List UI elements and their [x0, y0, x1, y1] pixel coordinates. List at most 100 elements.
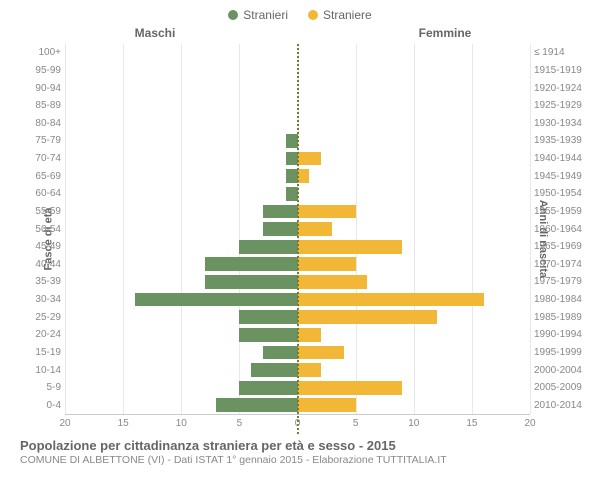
age-label: 90-94: [25, 83, 61, 94]
legend-dot-male: [228, 10, 238, 20]
x-tick-label: 20: [59, 418, 70, 429]
male-bar-container: [65, 344, 298, 362]
male-bar: [263, 346, 298, 360]
birth-year-label: 1925-1929: [534, 100, 586, 111]
age-label: 5-9: [25, 382, 61, 393]
x-tick-label: 10: [176, 418, 187, 429]
legend-label-female: Straniere: [323, 8, 372, 22]
male-bar: [239, 240, 297, 254]
male-bar-container: [65, 291, 298, 309]
female-bar-container: [298, 291, 531, 309]
female-bar-container: [298, 326, 531, 344]
age-label: 75-79: [25, 135, 61, 146]
captions: Popolazione per cittadinanza straniera p…: [20, 438, 580, 466]
male-bar-container: [65, 167, 298, 185]
female-bar-container: [298, 132, 531, 150]
female-bar-container: [298, 79, 531, 97]
female-bar: [298, 152, 321, 166]
birth-year-label: 1985-1989: [534, 312, 586, 323]
male-bar-container: [65, 273, 298, 291]
birth-year-label: 1995-1999: [534, 347, 586, 358]
female-bar: [298, 205, 356, 219]
male-bar-container: [65, 62, 298, 80]
female-bar: [298, 257, 356, 271]
legend-item-male: Stranieri: [228, 8, 288, 22]
age-label: 80-84: [25, 118, 61, 129]
female-bar: [298, 240, 403, 254]
birth-year-label: 1915-1919: [534, 65, 586, 76]
age-label: 100+: [25, 47, 61, 58]
age-label: 35-39: [25, 276, 61, 287]
x-tick-label: 20: [524, 418, 535, 429]
female-bar-container: [298, 185, 531, 203]
x-tick-label: 15: [118, 418, 129, 429]
male-bar-container: [65, 44, 298, 62]
age-label: 95-99: [25, 65, 61, 76]
x-axis-line: [65, 414, 530, 415]
female-bar: [298, 363, 321, 377]
column-headers: Maschi Femmine: [10, 26, 590, 42]
male-bar-container: [65, 132, 298, 150]
header-male: Maschi: [10, 26, 300, 40]
birth-year-label: 1935-1939: [534, 135, 586, 146]
birth-year-label: 1945-1949: [534, 171, 586, 182]
male-bar: [239, 328, 297, 342]
chart-subtitle: COMUNE DI ALBETTONE (VI) - Dati ISTAT 1°…: [20, 454, 580, 466]
male-bar: [239, 310, 297, 324]
population-pyramid-chart: Stranieri Straniere Maschi Femmine Fasce…: [0, 0, 600, 500]
female-bar-container: [298, 44, 531, 62]
birth-year-label: 1980-1984: [534, 294, 586, 305]
male-bar: [263, 222, 298, 236]
age-label: 85-89: [25, 100, 61, 111]
male-bar: [239, 381, 297, 395]
male-bar: [205, 275, 298, 289]
male-bar-container: [65, 308, 298, 326]
male-bar: [263, 205, 298, 219]
x-tick-label: 15: [466, 418, 477, 429]
female-bar-container: [298, 273, 531, 291]
birth-year-label: 1965-1969: [534, 241, 586, 252]
male-bar-container: [65, 115, 298, 133]
female-bar: [298, 398, 356, 412]
legend-dot-female: [308, 10, 318, 20]
x-tick-label: 0: [295, 418, 301, 429]
birth-year-label: 1970-1974: [534, 259, 586, 270]
age-label: 30-34: [25, 294, 61, 305]
header-female: Femmine: [300, 26, 590, 40]
male-bar: [135, 293, 298, 307]
male-bar-container: [65, 185, 298, 203]
birth-year-label: 1975-1979: [534, 276, 586, 287]
female-bar-container: [298, 62, 531, 80]
age-label: 45-49: [25, 241, 61, 252]
female-bar-container: [298, 97, 531, 115]
birth-year-label: 1955-1959: [534, 206, 586, 217]
female-bar-container: [298, 220, 531, 238]
female-bar-container: [298, 238, 531, 256]
age-label: 20-24: [25, 329, 61, 340]
birth-year-label: 2000-2004: [534, 365, 586, 376]
female-bar-container: [298, 115, 531, 133]
female-bar-container: [298, 344, 531, 362]
female-bar-container: [298, 397, 531, 415]
male-bar: [205, 257, 298, 271]
female-bar: [298, 310, 438, 324]
birth-year-label: 1960-1964: [534, 224, 586, 235]
male-bar: [251, 363, 298, 377]
female-bar: [298, 346, 345, 360]
center-axis-line: [297, 44, 299, 434]
x-tick-label: 10: [408, 418, 419, 429]
female-bar: [298, 275, 368, 289]
x-axis: 201510505101520: [65, 414, 530, 434]
birth-year-label: ≤ 1914: [534, 47, 586, 58]
female-bar-container: [298, 308, 531, 326]
age-label: 0-4: [25, 400, 61, 411]
male-bar-container: [65, 397, 298, 415]
legend-label-male: Stranieri: [243, 8, 288, 22]
age-label: 25-29: [25, 312, 61, 323]
male-bar-container: [65, 326, 298, 344]
female-bar-container: [298, 150, 531, 168]
age-label: 15-19: [25, 347, 61, 358]
female-bar: [298, 381, 403, 395]
age-label: 60-64: [25, 188, 61, 199]
male-bar-container: [65, 97, 298, 115]
